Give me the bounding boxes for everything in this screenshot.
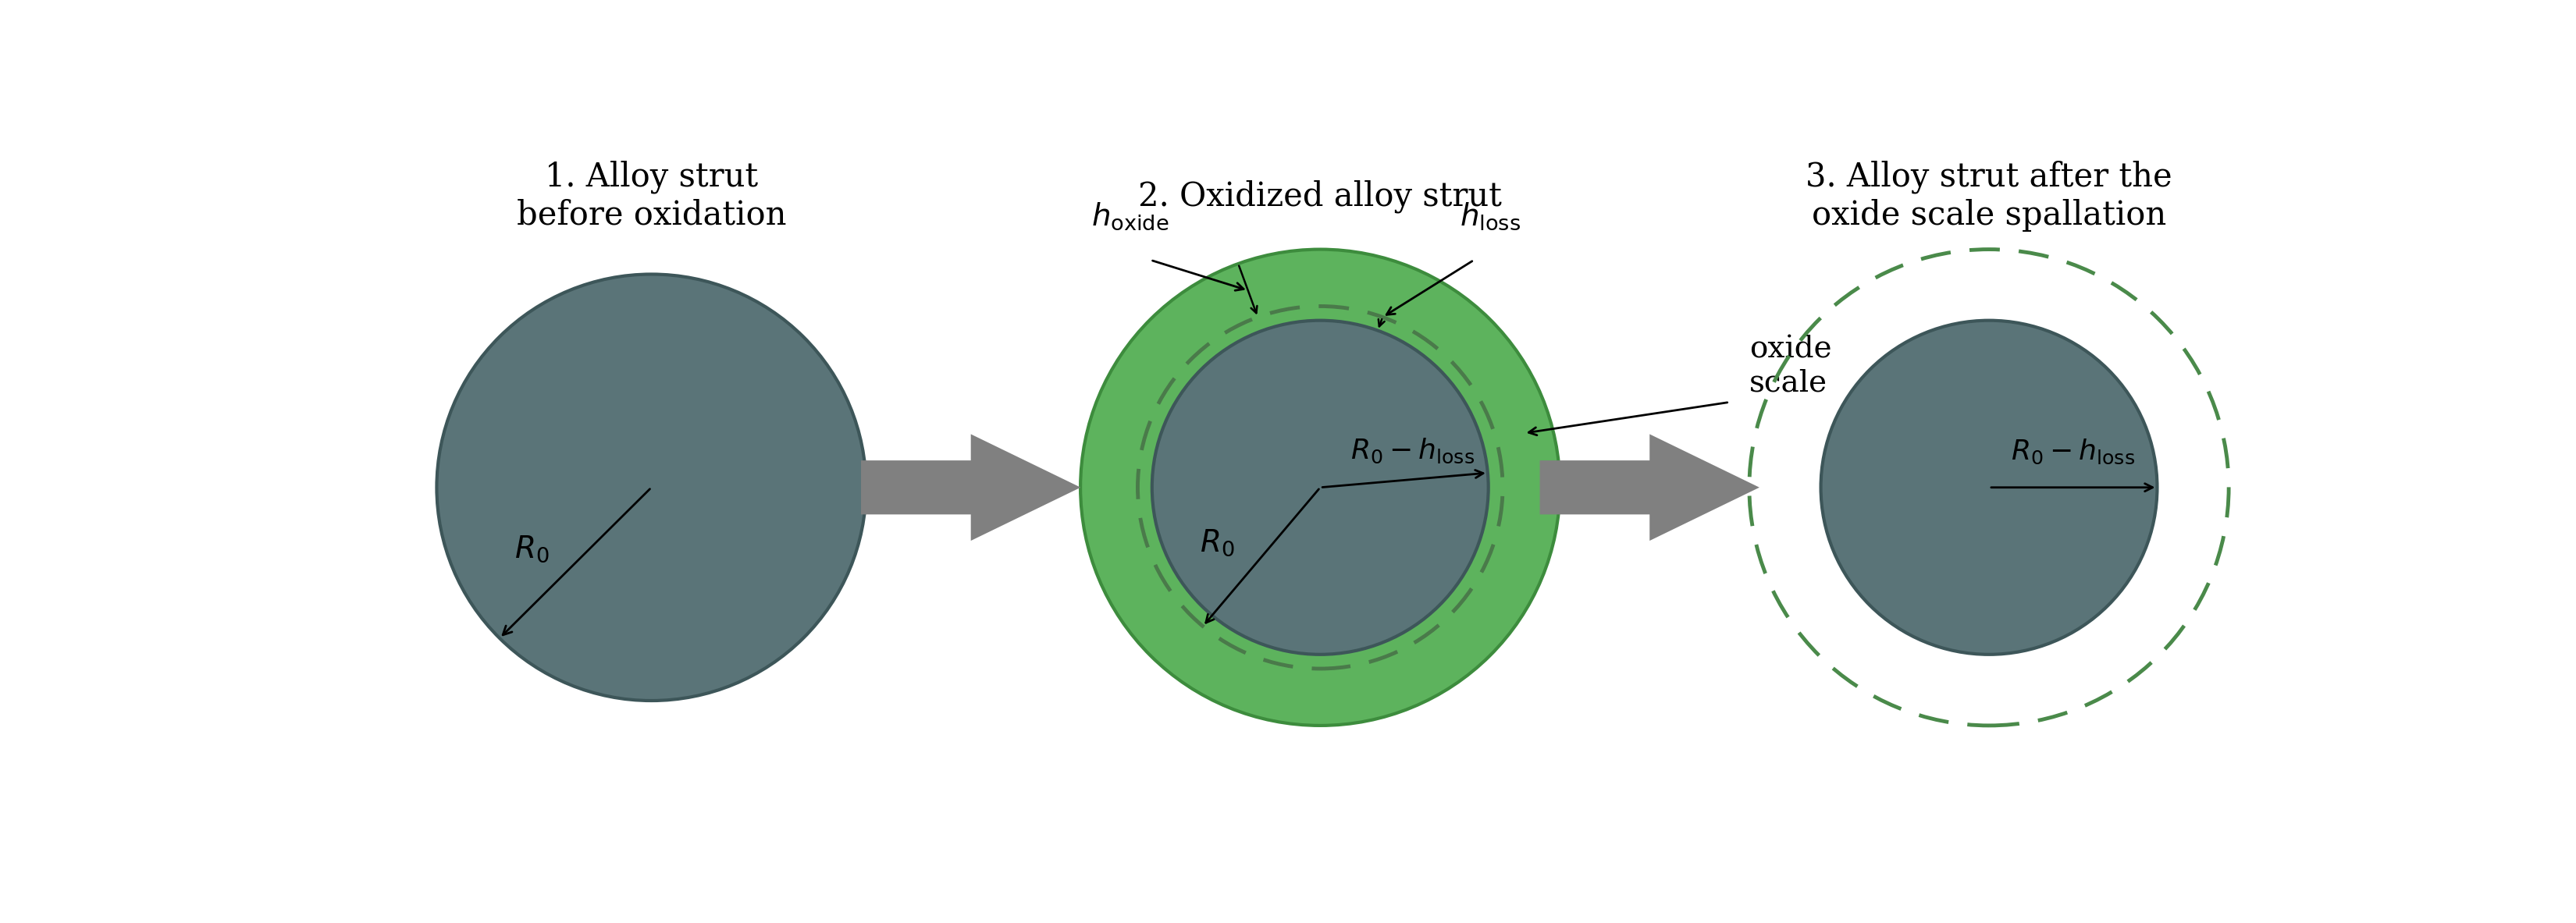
Text: 1. Alloy strut
before oxidation: 1. Alloy strut before oxidation: [518, 161, 786, 232]
Text: $h_\mathrm{oxide}$: $h_\mathrm{oxide}$: [1092, 200, 1170, 232]
Text: 2. Oxidized alloy strut: 2. Oxidized alloy strut: [1139, 179, 1502, 212]
Polygon shape: [860, 434, 1082, 541]
Ellipse shape: [1821, 320, 2156, 654]
Text: $R_0$: $R_0$: [1200, 528, 1234, 557]
Text: $R_0 - h_\mathrm{loss}$: $R_0 - h_\mathrm{loss}$: [1350, 437, 1473, 465]
Text: $h_\mathrm{loss}$: $h_\mathrm{loss}$: [1461, 200, 1520, 232]
Polygon shape: [1540, 434, 1759, 541]
Text: $R_0 - h_\mathrm{loss}$: $R_0 - h_\mathrm{loss}$: [2012, 438, 2136, 466]
Text: oxide
scale: oxide scale: [1749, 335, 1832, 398]
Text: $R_0$: $R_0$: [515, 534, 549, 564]
Ellipse shape: [438, 274, 866, 701]
Text: 3. Alloy strut after the
oxide scale spallation: 3. Alloy strut after the oxide scale spa…: [1806, 161, 2172, 232]
Ellipse shape: [1079, 249, 1561, 725]
Ellipse shape: [1151, 320, 1489, 654]
